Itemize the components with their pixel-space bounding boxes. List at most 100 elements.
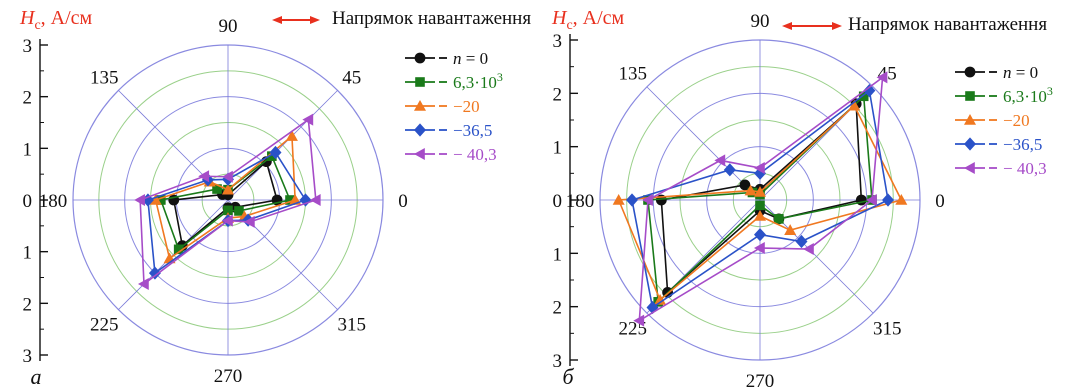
angle-tick-label: 135 — [90, 67, 119, 88]
series-point — [299, 193, 312, 207]
radial-tick-label: 0 — [553, 191, 563, 212]
legend-label-text: −36,5 — [453, 121, 492, 140]
series-point — [633, 314, 645, 327]
series-point — [212, 184, 222, 194]
angle-tick-label: 90 — [751, 11, 770, 32]
legend-label: −20 — [453, 97, 480, 116]
load-direction-arrow-head-right — [832, 22, 842, 30]
series-point — [754, 186, 766, 197]
legend-label: 6,3·103 — [453, 70, 503, 92]
legend-label: − 40,3 — [1003, 159, 1047, 178]
series-point — [754, 228, 766, 242]
radial-axis-title-unit: , А/см — [41, 7, 93, 29]
radial-tick-label: 2 — [23, 294, 33, 315]
angle-tick-label: 270 — [214, 366, 243, 387]
series-point — [774, 214, 784, 224]
series-point — [223, 205, 233, 216]
series-point — [795, 234, 808, 249]
series-point — [173, 244, 184, 255]
legend-label: n = 0 — [1003, 63, 1038, 82]
legend-marker — [965, 91, 975, 101]
radial-axis-title: Hc, А/см — [551, 7, 625, 33]
angle-tick-label: 180 — [566, 191, 595, 212]
series-point — [803, 243, 814, 256]
radial-tick-label: 1 — [23, 139, 33, 160]
legend-marker — [964, 137, 976, 151]
radial-tick-label: 2 — [23, 88, 33, 109]
series-point — [626, 193, 638, 207]
legend-label-text: −20 — [453, 97, 480, 116]
legend-marker — [414, 52, 426, 64]
angle-tick-label: 315 — [873, 318, 902, 339]
legend-label-text: 6,3·10 — [1003, 87, 1047, 106]
legend-label-text: = 0 — [1012, 63, 1039, 82]
angle-tick-label: 180 — [39, 191, 68, 212]
polar-chart-a: 0 45 90 135 180 225 270 315 3 2 1 0 1 2 3 Hc, А/см Напря… — [19, 7, 531, 389]
radial-axis-title-unit: , А/см — [573, 7, 625, 29]
legend-marker — [964, 114, 976, 125]
legend-label-text: = 0 — [462, 49, 489, 68]
series-point — [848, 99, 861, 111]
legend-label: −20 — [1003, 111, 1030, 130]
series-point — [755, 200, 765, 211]
radial-axis-title-sub: c — [34, 18, 40, 33]
series-point — [156, 195, 166, 205]
angle-tick-label: 0 — [935, 191, 945, 212]
legend-label: n = 0 — [453, 49, 488, 68]
load-direction-arrow-head-left — [272, 16, 282, 24]
radial-tick-label: 1 — [23, 243, 33, 264]
series-point — [642, 194, 653, 206]
series-point — [234, 206, 244, 216]
load-direction-arrow-head-left — [782, 22, 792, 30]
series-point — [137, 278, 149, 291]
series-point — [754, 242, 765, 254]
series-point — [285, 130, 298, 141]
panel-label: а — [31, 364, 42, 389]
series-point — [269, 145, 282, 160]
radial-axis-title: Hc, А/см — [19, 7, 93, 33]
angle-tick-label: 270 — [746, 371, 775, 392]
load-direction-label: Напрямок навантаження — [848, 14, 1047, 35]
angle-tick-label: 225 — [90, 315, 119, 336]
legend-label-text: − 40,3 — [453, 145, 497, 164]
radial-axis-title-sub: c — [566, 18, 572, 33]
series-point — [739, 179, 751, 191]
legend-label-sup: 3 — [497, 70, 503, 84]
radial-tick-label: 3 — [23, 36, 33, 57]
radial-tick-label: 2 — [553, 84, 563, 105]
series-point — [714, 154, 726, 167]
legend-marker — [964, 162, 975, 174]
legend-marker — [414, 100, 426, 111]
series-point — [222, 214, 233, 227]
legend-label-var: n — [453, 49, 462, 68]
series-point — [723, 163, 736, 177]
series-point — [309, 194, 321, 206]
series-point — [876, 71, 888, 84]
series-point — [754, 162, 765, 174]
series-point — [895, 194, 908, 205]
angle-tick-label: 315 — [337, 315, 366, 336]
series-point — [285, 195, 295, 205]
radial-axis-title-symbol: H — [19, 7, 36, 29]
angle-tick-label: 0 — [398, 191, 408, 212]
series-point — [222, 183, 234, 195]
legend-marker — [964, 66, 976, 78]
angle-tick-label: 90 — [219, 16, 238, 37]
series-point — [612, 194, 625, 205]
load-direction-arrow-head-right — [310, 16, 320, 24]
legend-label: 6,3·103 — [1003, 84, 1053, 106]
series-point — [134, 194, 145, 206]
legend-marker — [415, 77, 425, 87]
legend-label-sup: 3 — [1047, 84, 1053, 98]
radial-tick-label: 0 — [23, 191, 33, 212]
series-point — [754, 210, 766, 221]
radial-tick-label: 3 — [553, 351, 563, 372]
load-direction-label: Напрямок навантаження — [332, 8, 531, 29]
series-point — [863, 84, 876, 98]
legend-label: − 40,3 — [453, 145, 497, 164]
series-point — [882, 193, 894, 207]
radial-tick-label: 2 — [553, 298, 563, 319]
legend-label-text: −20 — [1003, 111, 1030, 130]
